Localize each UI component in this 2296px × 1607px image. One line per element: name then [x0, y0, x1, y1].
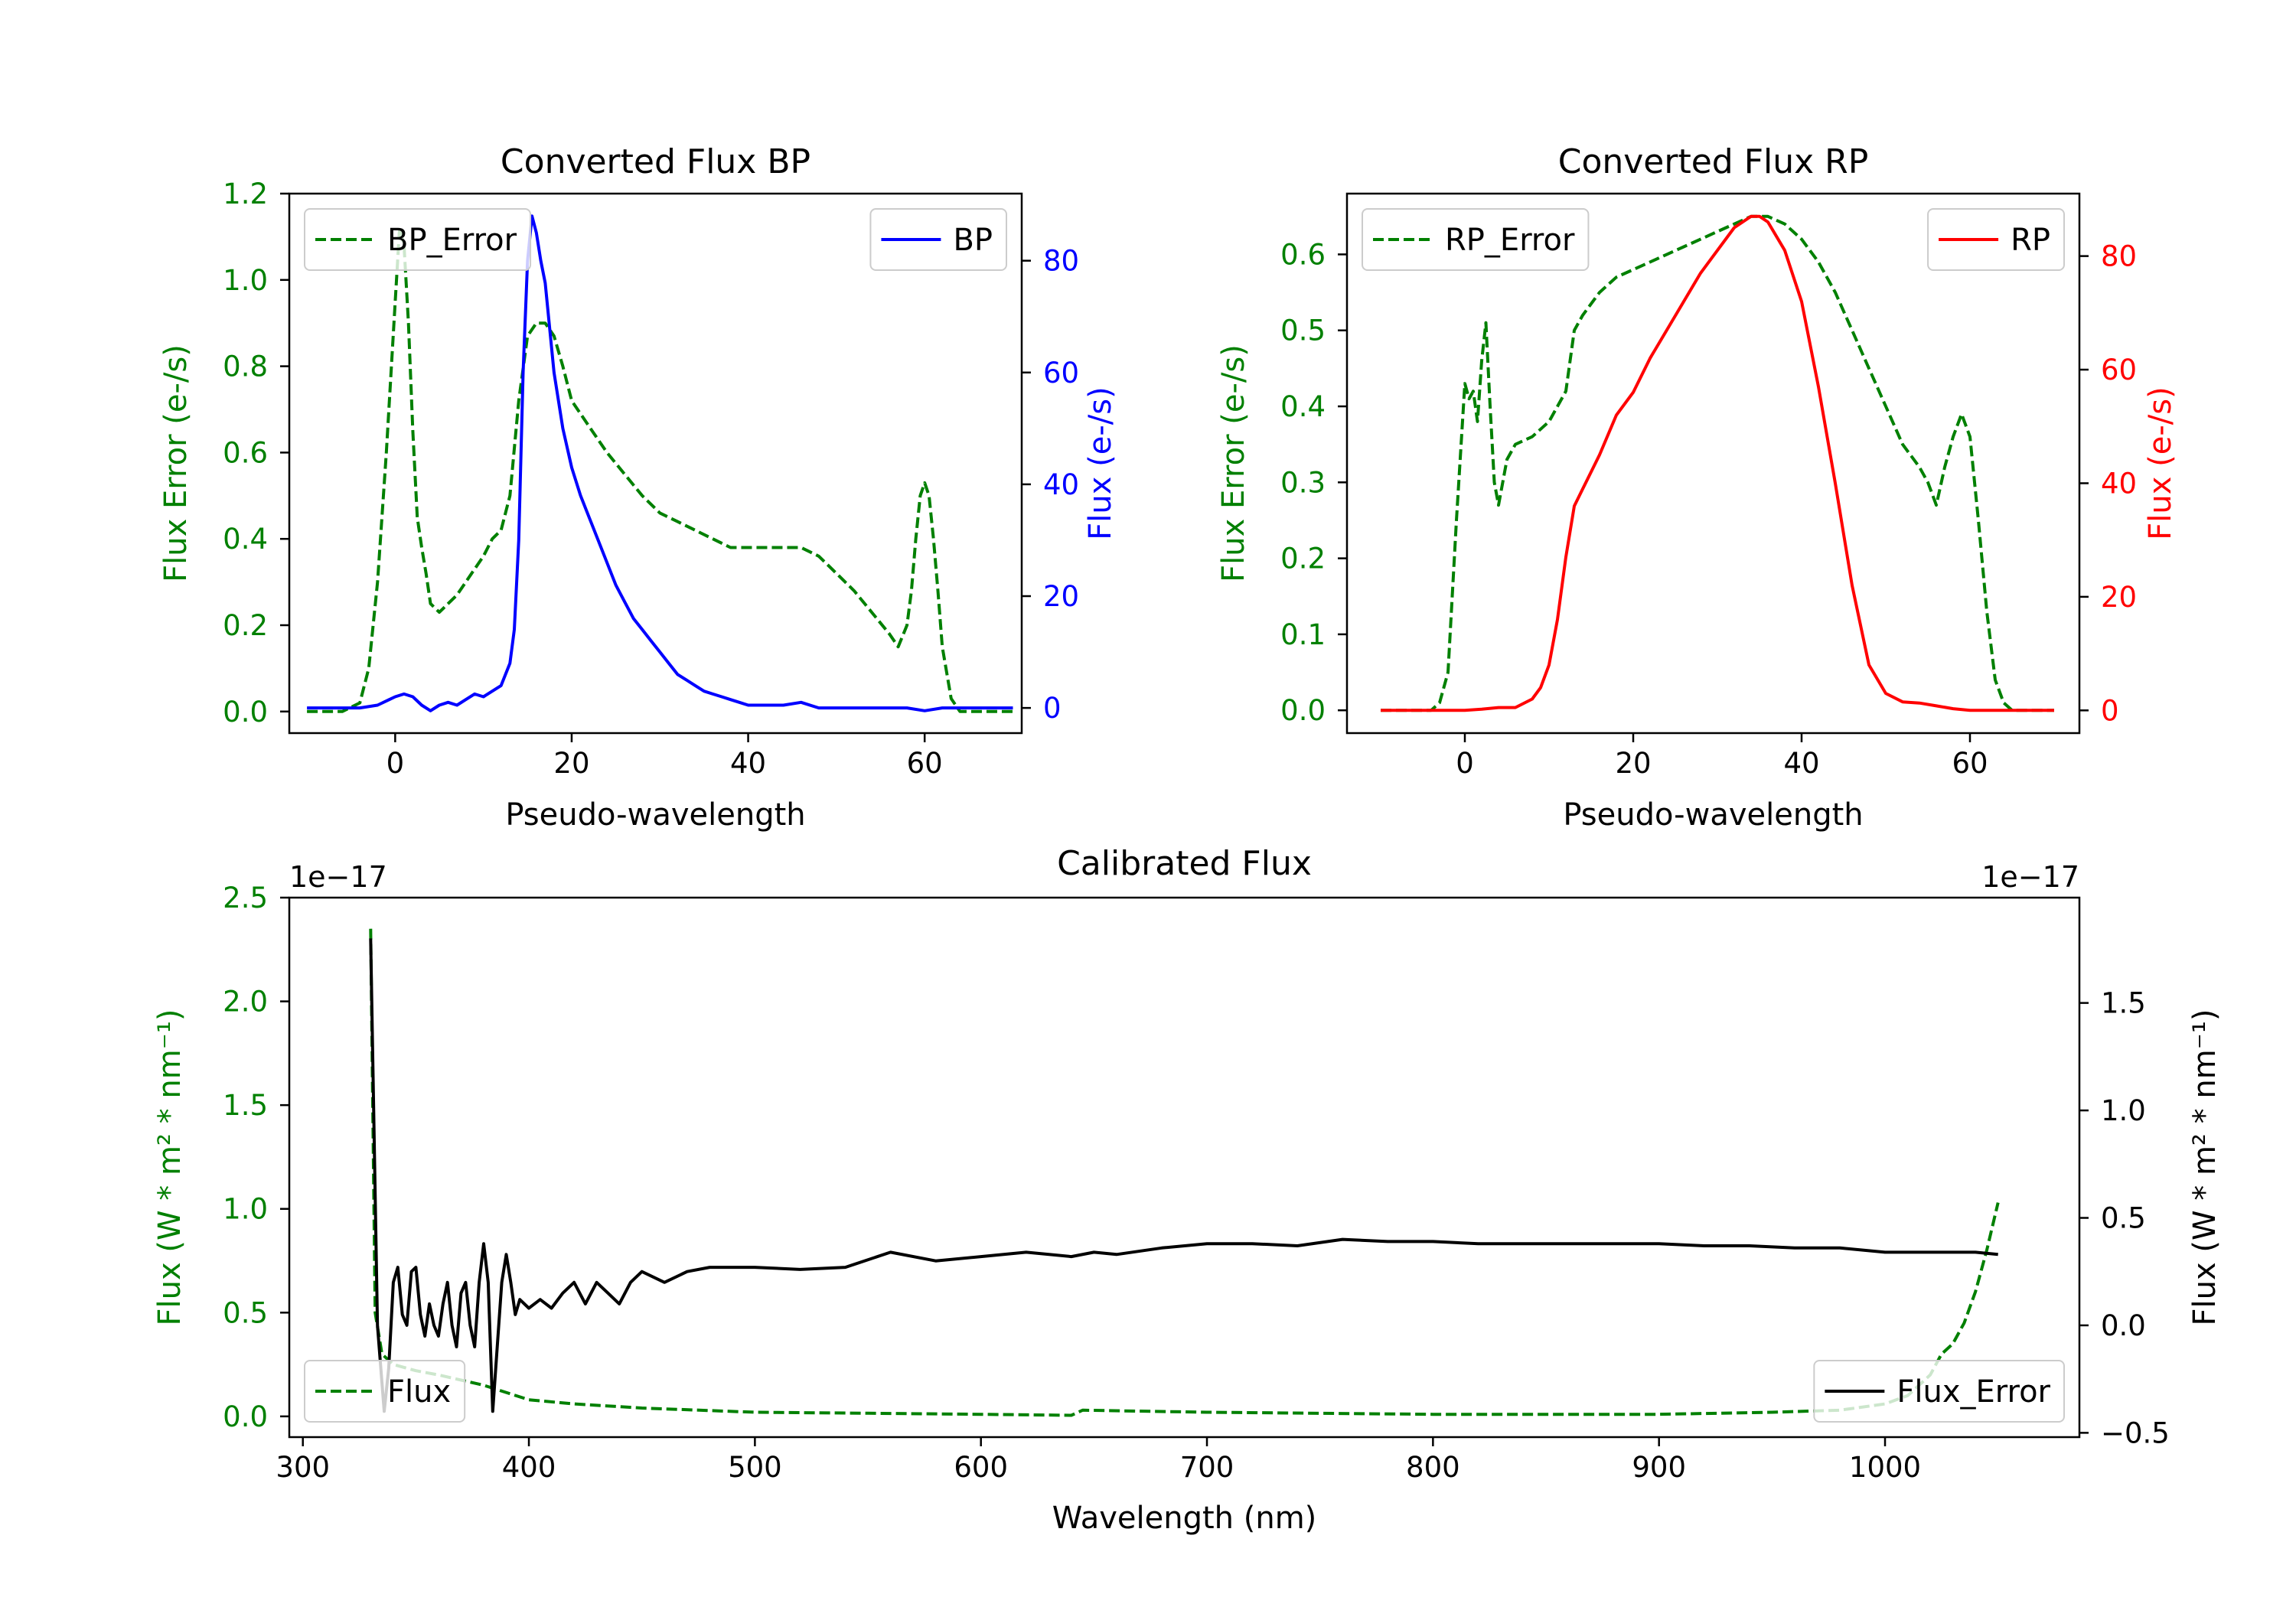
y-left-tick-label: 0.2 [1280, 543, 1326, 575]
y-right-tick-label: 60 [2101, 354, 2137, 386]
x-tick-label: 500 [728, 1451, 782, 1484]
bp-chart-title: Converted Flux BP [501, 142, 810, 181]
y-right-tick-label: 1.0 [2101, 1094, 2146, 1127]
calibrated-right-offset-text: 1e−17 [1981, 860, 2079, 894]
rp-x-axis-label: Pseudo-wavelength [1563, 797, 1863, 833]
series-bp-line [307, 214, 1013, 712]
x-tick-label: 60 [907, 747, 943, 780]
y-left-tick-label: 2.5 [223, 882, 268, 914]
panel-bp: 0 20 40 60 0.0 0.2 0.4 0.6 0.8 1.0 1.2 0 20 40 60 80 Con… [158, 142, 1118, 833]
y-right-tick-label: 40 [2101, 467, 2137, 500]
x-tick-label: 600 [954, 1451, 1008, 1484]
x-tick-label: 400 [502, 1451, 556, 1484]
x-tick-label: 20 [553, 747, 589, 780]
y-right-tick-label: 20 [1043, 580, 1079, 613]
y-left-tick-label: 0.0 [223, 1400, 268, 1433]
rp-chart-title: Converted Flux RP [1558, 142, 1869, 181]
y-right-tick-label: 80 [2101, 240, 2137, 273]
y-left-tick-label: 0.0 [223, 696, 268, 729]
bp-axes-frame [288, 192, 1023, 735]
y-left-tick-label: 1.5 [223, 1089, 268, 1122]
y-left-tick-label: 0.6 [223, 436, 268, 469]
rp-y-left-axis-label: Flux Error (e-/s) [1216, 344, 1251, 582]
x-tick-label: 700 [1180, 1451, 1234, 1484]
y-right-tick-label: −0.5 [2101, 1416, 2170, 1449]
y-left-tick-label: 0.2 [223, 609, 268, 642]
y-left-tick-label: 0.5 [1280, 315, 1326, 347]
y-left-tick-label: 0.5 [223, 1296, 268, 1329]
calibrated-y-right-axis-label: Flux (W * m² * nm⁻¹) [2187, 1009, 2223, 1326]
y-right-tick-label: 0 [1043, 692, 1062, 725]
y-right-tick-label: 80 [1043, 245, 1079, 278]
calibrated-left-offset-text: 1e−17 [289, 860, 387, 894]
series-flux-line [369, 938, 1998, 1413]
rp-legend-left: RP_Error [1362, 208, 1590, 271]
panel-rp: 0 20 40 60 0.0 0.1 0.2 0.3 0.4 0.5 0.6 0 20 40 60 80 Con… [1216, 142, 2178, 833]
legend-label: BP [953, 223, 993, 258]
x-tick-label: 60 [1952, 747, 1988, 780]
y-right-tick-label: 1.5 [2101, 987, 2146, 1020]
y-left-tick-label: 0.6 [1280, 238, 1326, 271]
y-left-tick-label: 0.3 [1280, 466, 1326, 499]
bp-legend-right: BP [869, 208, 1007, 271]
legend-label: Flux_Error [1896, 1374, 2050, 1410]
legend-box [1362, 208, 1590, 271]
x-tick-label: 40 [1783, 747, 1819, 780]
y-left-tick-label: 1.2 [223, 178, 268, 210]
legend-box [1813, 1360, 2065, 1423]
calibrated-x-axis-label: Wavelength (nm) [1052, 1501, 1317, 1536]
y-right-tick-label: 60 [1043, 357, 1079, 390]
y-right-tick-label: 0 [2101, 694, 2119, 727]
panel-calibrated: 300 400 500 600 700 800 900 1000 0.0 0.5 1.0 1.5 2.0… [152, 844, 2223, 1536]
bp-y-left-axis-label: Flux Error (e-/s) [158, 344, 194, 582]
bp-x-axis-label: Pseudo-wavelength [505, 797, 805, 833]
rp-y-right-axis-label: Flux (e-/s) [2143, 386, 2178, 539]
x-tick-label: 300 [276, 1451, 330, 1484]
x-tick-label: 0 [1456, 747, 1474, 780]
calibrated-chart-title: Calibrated Flux [1057, 844, 1312, 883]
legend-label: RP_Error [1445, 223, 1575, 258]
legend-label: BP_Error [387, 223, 517, 258]
y-left-tick-label: 1.0 [223, 1193, 268, 1226]
y-left-tick-label: 0.4 [223, 523, 268, 556]
y-left-tick-label: 2.0 [223, 986, 268, 1019]
x-tick-label: 0 [386, 747, 405, 780]
calibrated-legend-right: Flux_Error [1813, 1360, 2065, 1423]
series-rp-error-line [1381, 214, 2054, 712]
rp-legend-right: RP [1927, 208, 2065, 271]
bp-legend-left: BP_Error [304, 208, 532, 271]
calibrated-axes-frame [288, 896, 2081, 1439]
legend-label: Flux [387, 1374, 451, 1410]
y-left-tick-label: 0.8 [223, 350, 268, 383]
rp-plot-area [1381, 214, 2054, 712]
y-right-tick-label: 20 [2101, 581, 2137, 614]
y-right-tick-label: 40 [1043, 468, 1079, 501]
calibrated-legend-left: Flux [304, 1360, 466, 1423]
series-bp-error-line [307, 227, 1013, 713]
legend-box [304, 1360, 466, 1423]
y-right-tick-label: 0.5 [2101, 1202, 2146, 1235]
y-right-tick-label: 0.0 [2101, 1309, 2146, 1342]
rp-axes-frame [1345, 192, 2081, 735]
x-tick-label: 800 [1406, 1451, 1460, 1484]
x-tick-label: 900 [1632, 1451, 1686, 1484]
y-left-tick-label: 0.0 [1280, 694, 1326, 727]
legend-label: RP [2011, 223, 2050, 258]
series-flux-error-line [369, 928, 2000, 1417]
x-tick-label: 20 [1615, 747, 1651, 780]
series-rp-line [1381, 214, 2054, 712]
y-left-tick-label: 0.4 [1280, 390, 1326, 423]
y-left-tick-label: 1.0 [223, 264, 268, 297]
calibrated-y-left-axis-label: Flux (W * m² * nm⁻¹) [152, 1009, 188, 1326]
bp-y-right-axis-label: Flux (e-/s) [1083, 386, 1118, 539]
y-left-tick-label: 0.1 [1280, 618, 1326, 651]
bp-plot-area [307, 214, 1013, 713]
calibrated-plot-area [369, 928, 2000, 1417]
legend-box [304, 208, 532, 271]
x-tick-label: 1000 [1849, 1451, 1921, 1484]
x-tick-label: 40 [730, 747, 766, 780]
